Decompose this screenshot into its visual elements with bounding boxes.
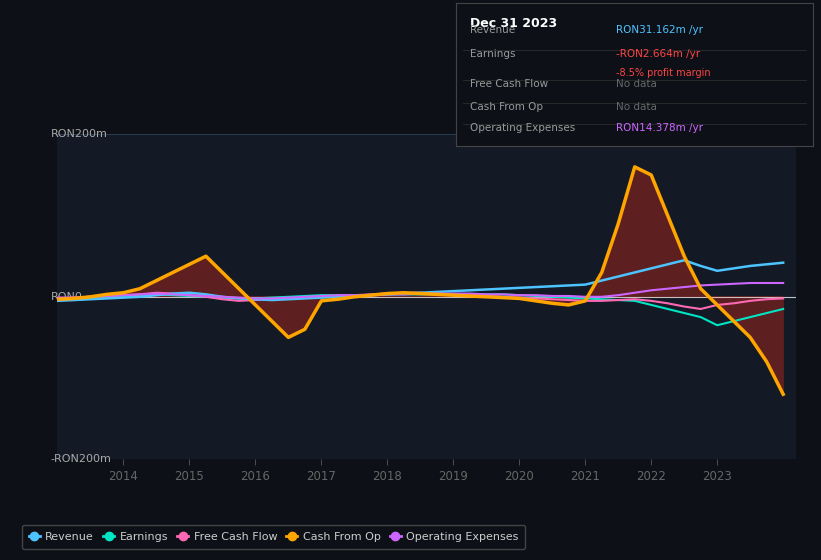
Text: Revenue: Revenue [470, 25, 515, 35]
Text: RON14.378m /yr: RON14.378m /yr [617, 123, 704, 133]
Text: No data: No data [617, 102, 658, 112]
Text: Cash From Op: Cash From Op [470, 102, 543, 112]
Legend: Revenue, Earnings, Free Cash Flow, Cash From Op, Operating Expenses: Revenue, Earnings, Free Cash Flow, Cash … [22, 525, 525, 549]
Text: RON31.162m /yr: RON31.162m /yr [617, 25, 704, 35]
Text: RON0: RON0 [51, 292, 82, 302]
Text: -8.5% profit margin: -8.5% profit margin [617, 68, 711, 78]
Text: -RON2.664m /yr: -RON2.664m /yr [617, 49, 700, 59]
Text: RON200m: RON200m [51, 129, 108, 139]
Text: -RON200m: -RON200m [51, 454, 112, 464]
Text: No data: No data [617, 79, 658, 89]
Text: Operating Expenses: Operating Expenses [470, 123, 576, 133]
Text: Earnings: Earnings [470, 49, 516, 59]
Text: Free Cash Flow: Free Cash Flow [470, 79, 548, 89]
Text: Dec 31 2023: Dec 31 2023 [470, 17, 557, 30]
